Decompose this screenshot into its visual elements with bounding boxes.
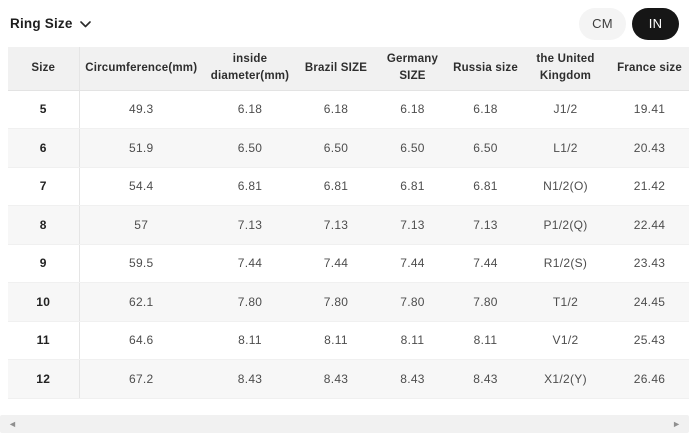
column-header: inside diameter(mm) <box>203 47 297 91</box>
value-cell: 6.18 <box>450 90 521 129</box>
table-header-row: Size Circumference(mm) inside diameter(mm)… <box>8 47 689 91</box>
value-cell: 6.81 <box>375 167 450 206</box>
size-cell: 5 <box>8 90 80 129</box>
scroll-right-icon[interactable]: ► <box>672 418 681 429</box>
size-cell: 12 <box>8 359 80 399</box>
ring-size-table-container: Size Circumference(mm) inside diameter(mm)… <box>8 47 689 399</box>
value-cell: 8.43 <box>450 359 521 399</box>
value-cell: V1/2 <box>521 321 610 360</box>
table-row: 11 64.6 8.11 8.11 8.11 8.11 V1/2 25.43 <box>8 321 689 360</box>
value-cell: 7.13 <box>297 205 375 245</box>
value-cell: 8.11 <box>375 321 450 360</box>
value-cell: 59.5 <box>79 244 203 283</box>
value-cell: 6.81 <box>450 167 521 206</box>
size-cell: 6 <box>8 128 80 168</box>
value-cell: 6.50 <box>375 128 450 168</box>
topbar: Ring Size CM IN <box>0 0 689 47</box>
value-cell: 7.44 <box>203 244 297 283</box>
value-cell: T1/2 <box>521 282 610 322</box>
value-cell: 7.44 <box>450 244 521 283</box>
column-header: Circumference(mm) <box>79 47 203 91</box>
value-cell: J1/2 <box>521 90 610 129</box>
value-cell: 6.50 <box>450 128 521 168</box>
value-cell: 23.43 <box>610 244 689 283</box>
column-header: Brazil SIZE <box>297 47 375 91</box>
value-cell: 7.44 <box>297 244 375 283</box>
value-cell: 8.43 <box>375 359 450 399</box>
value-cell: 7.80 <box>297 282 375 322</box>
value-cell: 20.43 <box>610 128 689 168</box>
chevron-down-icon <box>79 19 91 28</box>
ring-size-label: Ring Size <box>10 16 73 31</box>
size-cell: 11 <box>8 321 80 360</box>
value-cell: 51.9 <box>79 128 203 168</box>
value-cell: 67.2 <box>79 359 203 399</box>
value-cell: 6.18 <box>297 90 375 129</box>
value-cell: 6.18 <box>203 90 297 129</box>
value-cell: 7.80 <box>450 282 521 322</box>
size-cell: 9 <box>8 244 80 283</box>
column-header: Germany SIZE <box>375 47 450 91</box>
value-cell: 8.11 <box>297 321 375 360</box>
value-cell: 7.80 <box>375 282 450 322</box>
value-cell: 54.4 <box>79 167 203 206</box>
value-cell: 7.13 <box>203 205 297 245</box>
value-cell: 6.50 <box>297 128 375 168</box>
value-cell: 8.11 <box>203 321 297 360</box>
size-cell: 10 <box>8 282 80 322</box>
in-button[interactable]: IN <box>632 7 679 40</box>
unit-toggle: CM IN <box>579 7 679 40</box>
value-cell: 7.13 <box>450 205 521 245</box>
value-cell: P1/2(Q) <box>521 205 610 245</box>
value-cell: 25.43 <box>610 321 689 360</box>
value-cell: 6.81 <box>297 167 375 206</box>
value-cell: 49.3 <box>79 90 203 129</box>
size-cell: 8 <box>8 205 80 245</box>
value-cell: 21.42 <box>610 167 689 206</box>
value-cell: 6.50 <box>203 128 297 168</box>
cm-button[interactable]: CM <box>579 7 626 40</box>
value-cell: 6.18 <box>375 90 450 129</box>
value-cell: 62.1 <box>79 282 203 322</box>
table-row: 10 62.1 7.80 7.80 7.80 7.80 T1/2 24.45 <box>8 282 689 322</box>
ring-size-table: Size Circumference(mm) inside diameter(mm)… <box>8 47 689 399</box>
value-cell: L1/2 <box>521 128 610 168</box>
table-row: 12 67.2 8.43 8.43 8.43 8.43 X1/2(Y) 26.46 <box>8 359 689 399</box>
table-row: 6 51.9 6.50 6.50 6.50 6.50 L1/2 20.43 <box>8 128 689 168</box>
value-cell: 7.80 <box>203 282 297 322</box>
table-row: 7 54.4 6.81 6.81 6.81 6.81 N1/2(O) 21.42 <box>8 167 689 206</box>
value-cell: 24.45 <box>610 282 689 322</box>
value-cell: 26.46 <box>610 359 689 399</box>
value-cell: 8.43 <box>203 359 297 399</box>
value-cell: 19.41 <box>610 90 689 129</box>
column-header: Russia size <box>450 47 521 91</box>
value-cell: 22.44 <box>610 205 689 245</box>
ring-size-dropdown[interactable]: Ring Size <box>10 16 91 31</box>
scroll-left-icon[interactable]: ◄ <box>8 418 17 429</box>
table-row: 5 49.3 6.18 6.18 6.18 6.18 J1/2 19.41 <box>8 90 689 129</box>
table-row: 9 59.5 7.44 7.44 7.44 7.44 R1/2(S) 23.43 <box>8 244 689 283</box>
column-header: the United Kingdom <box>521 47 610 91</box>
value-cell: N1/2(O) <box>521 167 610 206</box>
column-header: Size <box>8 47 80 91</box>
table-body: 5 49.3 6.18 6.18 6.18 6.18 J1/2 19.41 6 51.9 6.50 6… <box>8 90 689 399</box>
value-cell: 7.13 <box>375 205 450 245</box>
size-cell: 7 <box>8 167 80 206</box>
column-header: France size <box>610 47 689 91</box>
value-cell: 64.6 <box>79 321 203 360</box>
value-cell: 8.11 <box>450 321 521 360</box>
value-cell: 6.81 <box>203 167 297 206</box>
table-row: 8 57 7.13 7.13 7.13 7.13 P1/2(Q) 22.44 <box>8 205 689 245</box>
value-cell: X1/2(Y) <box>521 359 610 399</box>
horizontal-scrollbar[interactable]: ◄ ► <box>0 415 689 433</box>
value-cell: 7.44 <box>375 244 450 283</box>
value-cell: 57 <box>79 205 203 245</box>
value-cell: R1/2(S) <box>521 244 610 283</box>
value-cell: 8.43 <box>297 359 375 399</box>
